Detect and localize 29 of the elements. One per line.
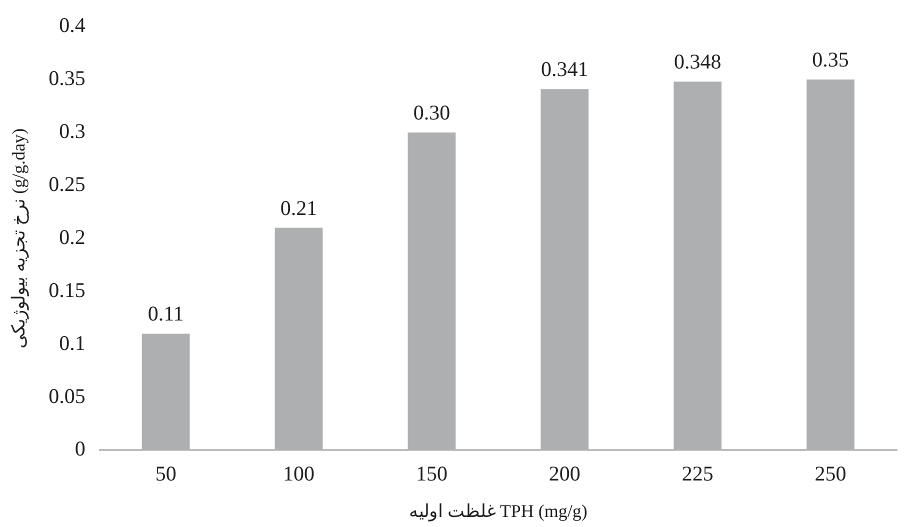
x-tick-label: 150 bbox=[416, 461, 448, 486]
x-tick-label: 225 bbox=[682, 461, 714, 486]
bar bbox=[142, 334, 190, 450]
x-tick-label: 200 bbox=[548, 461, 580, 486]
data-label: 0.348 bbox=[674, 50, 722, 74]
x-tick-label: 100 bbox=[283, 461, 315, 486]
data-label: 0.11 bbox=[148, 302, 184, 326]
data-label: 0.35 bbox=[812, 48, 849, 72]
bar bbox=[408, 132, 456, 450]
bar bbox=[274, 228, 323, 450]
y-tick-label: 0.25 bbox=[48, 172, 86, 196]
y-tick-label: 0.2 bbox=[59, 224, 86, 249]
y-tick-label: 0.35 bbox=[48, 66, 86, 90]
y-tick-label: 0.1 bbox=[59, 330, 86, 355]
data-label: 0.30 bbox=[413, 100, 450, 125]
bar bbox=[674, 82, 722, 450]
data-label: 0.341 bbox=[541, 57, 588, 82]
data-label: 0.21 bbox=[280, 196, 318, 220]
y-tick-label: 0.3 bbox=[59, 119, 86, 144]
x-tick-label: 50 bbox=[155, 461, 176, 486]
y-tick-label: 0.05 bbox=[48, 384, 86, 408]
x-tick-label: 250 bbox=[814, 461, 846, 486]
bar bbox=[806, 80, 854, 450]
y-axis-title: نرخ تجزیه بیولوژیکی (g/g.day) bbox=[8, 128, 30, 348]
y-tick-label: 0.4 bbox=[59, 13, 86, 38]
y-tick-label: 0 bbox=[74, 436, 86, 461]
x-axis-title: غلظت اولیه TPH (mg/g) bbox=[408, 500, 588, 522]
bar bbox=[540, 89, 589, 450]
y-tick-label: 0.15 bbox=[48, 278, 86, 302]
